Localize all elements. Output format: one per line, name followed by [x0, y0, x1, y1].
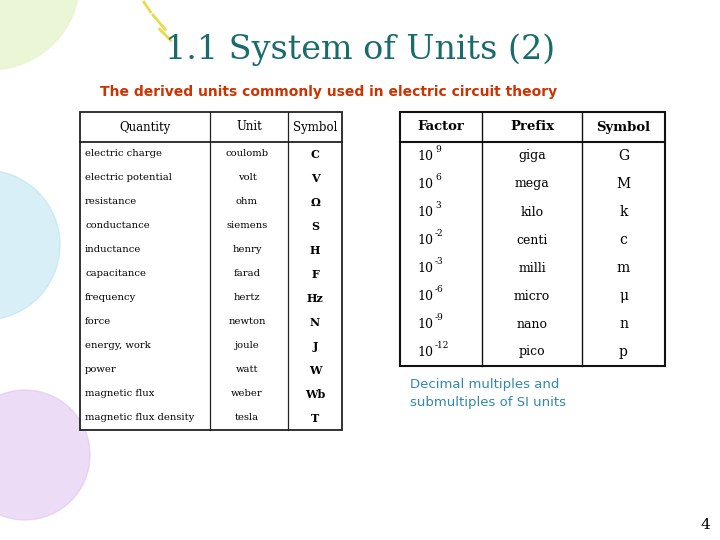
Text: giga: giga	[518, 150, 546, 163]
Text: farad: farad	[233, 269, 261, 279]
Text: resistance: resistance	[85, 198, 138, 206]
Text: m: m	[617, 261, 630, 275]
Text: inductance: inductance	[85, 246, 141, 254]
Text: Wb: Wb	[305, 388, 325, 400]
Text: nano: nano	[516, 318, 547, 330]
Text: magnetic flux density: magnetic flux density	[85, 414, 194, 422]
Text: conductance: conductance	[85, 221, 150, 231]
Text: Factor: Factor	[418, 120, 464, 133]
Text: 10: 10	[417, 179, 433, 192]
Text: Unit: Unit	[236, 120, 262, 133]
Text: micro: micro	[514, 289, 550, 302]
Text: -12: -12	[435, 341, 449, 350]
Circle shape	[0, 170, 60, 320]
Text: power: power	[85, 366, 117, 375]
Text: 10: 10	[417, 234, 433, 247]
Text: p: p	[619, 345, 628, 359]
Text: magnetic flux: magnetic flux	[85, 389, 154, 399]
Text: 10: 10	[417, 347, 433, 360]
Text: V: V	[311, 172, 319, 184]
Text: H: H	[310, 245, 320, 255]
Text: mega: mega	[515, 178, 549, 191]
Text: -6: -6	[435, 286, 444, 294]
Text: hertz: hertz	[234, 294, 261, 302]
Text: 4: 4	[701, 518, 710, 532]
Text: Decimal multiples and
submultiples of SI units: Decimal multiples and submultiples of SI…	[410, 378, 566, 409]
Text: T: T	[311, 413, 319, 423]
Text: W: W	[309, 364, 321, 375]
Text: newton: newton	[228, 318, 266, 327]
Text: pico: pico	[518, 346, 545, 359]
Text: Hz: Hz	[307, 293, 323, 303]
Text: Prefix: Prefix	[510, 120, 554, 133]
Text: μ: μ	[619, 289, 628, 303]
Text: electric potential: electric potential	[85, 173, 172, 183]
Text: Symbol: Symbol	[596, 120, 651, 133]
Text: siemens: siemens	[226, 221, 268, 231]
Text: 9: 9	[435, 145, 441, 154]
Text: c: c	[620, 233, 627, 247]
Text: F: F	[311, 268, 319, 280]
Text: capacitance: capacitance	[85, 269, 146, 279]
Text: 1.1 System of Units (2): 1.1 System of Units (2)	[165, 33, 555, 66]
Text: Quantity: Quantity	[120, 120, 171, 133]
Text: 3: 3	[435, 201, 441, 211]
Text: tesla: tesla	[235, 414, 259, 422]
Text: watt: watt	[235, 366, 258, 375]
Text: 10: 10	[417, 319, 433, 332]
Text: N: N	[310, 316, 320, 327]
Text: C: C	[310, 148, 320, 159]
Text: centi: centi	[516, 233, 548, 246]
Text: milli: milli	[518, 261, 546, 274]
Text: 10: 10	[417, 291, 433, 303]
Text: electric charge: electric charge	[85, 150, 162, 159]
Text: energy, work: energy, work	[85, 341, 150, 350]
Text: -2: -2	[435, 230, 444, 239]
Text: henry: henry	[233, 246, 262, 254]
Text: frequency: frequency	[85, 294, 136, 302]
Text: kilo: kilo	[521, 206, 544, 219]
Text: coulomb: coulomb	[225, 150, 269, 159]
Text: J: J	[312, 341, 318, 352]
Text: k: k	[619, 205, 628, 219]
Text: weber: weber	[231, 389, 263, 399]
Text: force: force	[85, 318, 112, 327]
Text: joule: joule	[235, 341, 259, 350]
Text: -3: -3	[435, 258, 444, 267]
Text: Ω: Ω	[310, 197, 320, 207]
Circle shape	[0, 0, 80, 70]
Text: volt: volt	[238, 173, 256, 183]
Text: The derived units commonly used in electric circuit theory: The derived units commonly used in elect…	[100, 85, 557, 99]
Circle shape	[0, 390, 90, 520]
Text: Symbol: Symbol	[293, 120, 337, 133]
Text: M: M	[616, 177, 631, 191]
Text: 10: 10	[417, 151, 433, 164]
Text: ohm: ohm	[236, 198, 258, 206]
Text: 10: 10	[417, 206, 433, 219]
Text: S: S	[311, 220, 319, 232]
Text: 10: 10	[417, 262, 433, 275]
Bar	[400, 112, 665, 366]
Text: n: n	[619, 317, 628, 331]
Text: -9: -9	[435, 314, 444, 322]
Text: 6: 6	[435, 173, 441, 183]
Text: G: G	[618, 149, 629, 163]
Bar	[80, 112, 342, 430]
